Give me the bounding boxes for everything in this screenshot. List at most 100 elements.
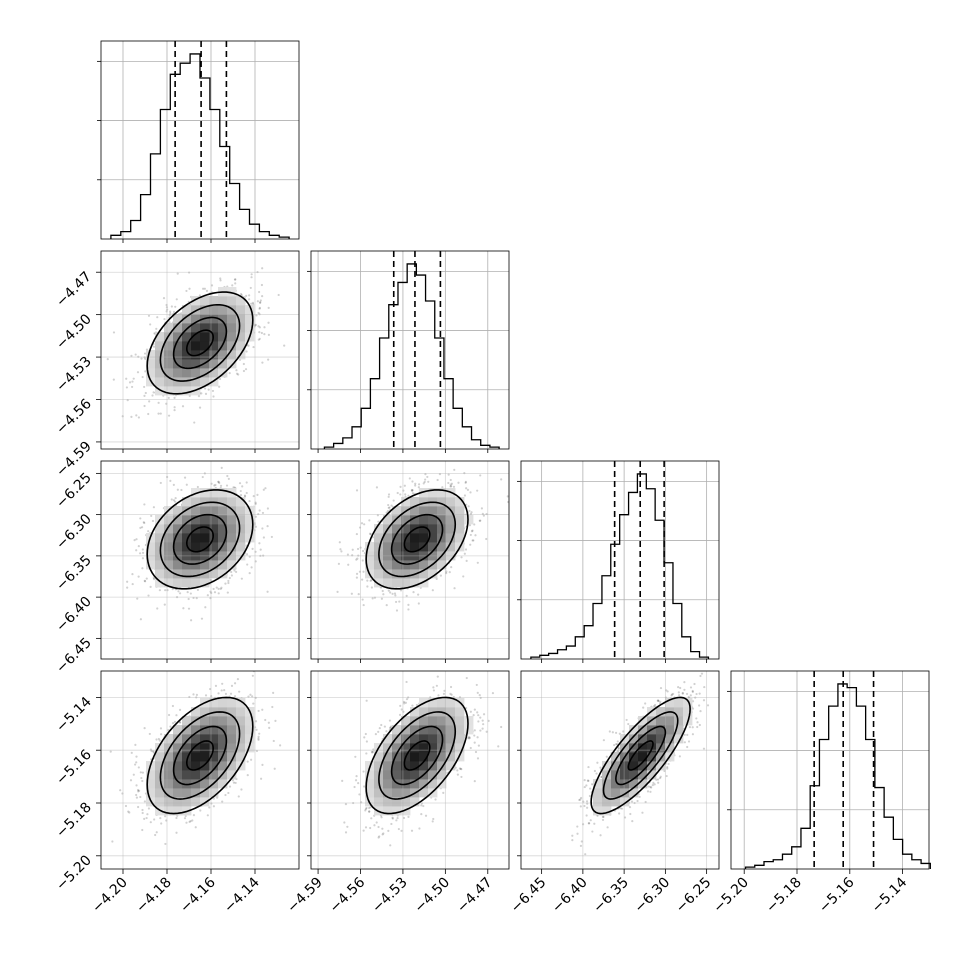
panel-content — [311, 451, 509, 659]
sample-point — [411, 480, 414, 483]
sample-point — [445, 570, 448, 573]
sample-point — [186, 591, 189, 594]
sample-point — [171, 588, 174, 591]
sample-point — [192, 693, 195, 696]
density-cell — [191, 533, 201, 543]
density-cell — [209, 524, 219, 534]
sample-point — [387, 589, 390, 592]
sample-point — [270, 535, 273, 539]
sample-point — [464, 481, 467, 484]
sample-point — [260, 777, 263, 780]
sample-point — [248, 294, 251, 297]
sample-point — [467, 505, 470, 508]
sample-point — [248, 499, 251, 503]
sample-point — [250, 276, 253, 279]
sample-point — [258, 290, 261, 294]
sample-point — [133, 539, 136, 542]
sample-point — [261, 527, 264, 530]
sample-point — [360, 522, 364, 525]
sample-point — [417, 483, 421, 486]
density-cell — [191, 560, 201, 570]
sample-point — [164, 589, 167, 592]
sample-point — [152, 576, 155, 579]
sample-point — [170, 498, 173, 501]
density-cell — [410, 560, 420, 570]
density-cell — [182, 332, 192, 342]
sample-point — [228, 372, 231, 375]
sample-point — [414, 484, 417, 487]
sample-point — [485, 537, 488, 541]
sample-point — [398, 600, 401, 603]
sample-point — [149, 323, 152, 326]
sample-point — [152, 345, 156, 348]
sample-point — [336, 590, 339, 593]
density-cell — [146, 359, 156, 369]
sample-point — [213, 591, 217, 594]
sample-point — [169, 310, 172, 313]
sample-point — [141, 811, 144, 815]
sample-point — [248, 572, 251, 575]
density-cell — [200, 368, 210, 378]
density-cell — [227, 296, 237, 306]
histogram-panel-1 — [97, 40, 300, 240]
sample-point — [447, 451, 449, 453]
density-cell — [155, 533, 165, 543]
sample-point — [218, 385, 221, 388]
density-cell — [437, 560, 447, 570]
sample-point — [175, 831, 178, 834]
density-cell — [218, 488, 228, 498]
density-cell — [200, 515, 210, 525]
sample-point — [193, 421, 196, 424]
density-cell — [200, 305, 210, 315]
sample-point — [237, 373, 240, 376]
density-cell — [164, 560, 174, 570]
contour-level — [172, 316, 228, 370]
density-cell — [191, 542, 201, 552]
sample-point — [212, 395, 215, 398]
sample-point — [252, 345, 255, 349]
contour-level — [159, 501, 241, 578]
density-cell — [182, 350, 192, 360]
density-cell — [383, 569, 393, 579]
sample-point — [195, 596, 198, 600]
density-cell — [191, 314, 201, 324]
sample-point — [450, 566, 453, 569]
sample-point — [471, 529, 474, 532]
sample-point — [127, 810, 130, 813]
sample-point — [142, 521, 145, 524]
density-cell — [173, 323, 183, 333]
sample-point — [136, 371, 140, 374]
sample-point — [235, 570, 238, 574]
sample-point — [368, 519, 371, 522]
density-cell — [428, 542, 438, 552]
sample-point — [227, 791, 230, 795]
sample-point — [184, 814, 187, 818]
sample-point — [246, 563, 249, 566]
density-cell — [191, 569, 201, 579]
sample-point — [238, 664, 240, 666]
sample-point — [463, 494, 467, 497]
sample-point — [257, 311, 260, 315]
sample-point — [355, 572, 359, 575]
density-cell — [392, 542, 402, 552]
density-cell — [173, 377, 183, 387]
sample-point — [139, 771, 142, 774]
density-cell — [173, 578, 183, 588]
histogram-background — [311, 251, 509, 449]
sample-point — [168, 321, 171, 324]
sample-point — [246, 760, 249, 763]
density-cell — [392, 560, 402, 570]
sample-point — [386, 509, 390, 513]
sample-point — [387, 493, 391, 496]
sample-point — [237, 795, 240, 798]
sample-point — [245, 350, 248, 353]
sample-point — [119, 789, 122, 792]
sample-point — [217, 592, 220, 595]
sample-point — [387, 506, 390, 510]
sample-point — [172, 310, 176, 313]
sample-point — [224, 582, 227, 585]
sample-point — [239, 489, 242, 493]
density-cell — [146, 350, 156, 360]
density-cell — [236, 305, 246, 315]
density-cell — [155, 359, 165, 369]
